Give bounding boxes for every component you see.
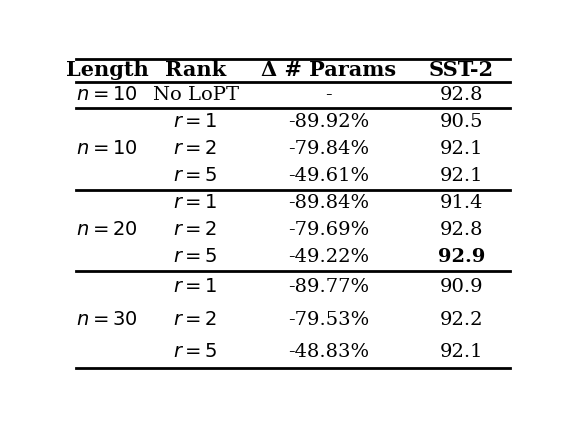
Text: Δ # Params: Δ # Params (261, 60, 396, 80)
Text: $r = 2$: $r = 2$ (173, 311, 218, 329)
Text: $r = 1$: $r = 1$ (173, 194, 218, 212)
Text: -79.84%: -79.84% (288, 140, 369, 158)
Text: $r = 2$: $r = 2$ (173, 140, 218, 158)
Text: $n = 10$: $n = 10$ (76, 86, 138, 104)
Text: -89.92%: -89.92% (288, 113, 370, 131)
Text: $r = 1$: $r = 1$ (173, 113, 218, 131)
Text: -79.69%: -79.69% (288, 221, 370, 239)
Text: -49.22%: -49.22% (288, 249, 369, 266)
Text: -89.84%: -89.84% (288, 194, 369, 212)
Text: $r = 2$: $r = 2$ (173, 221, 218, 239)
Text: 92.1: 92.1 (440, 167, 483, 185)
Text: 92.8: 92.8 (440, 221, 483, 239)
Text: $r = 5$: $r = 5$ (173, 167, 218, 185)
Text: -49.61%: -49.61% (288, 167, 369, 185)
Text: 92.1: 92.1 (440, 140, 483, 158)
Text: -79.53%: -79.53% (288, 311, 370, 329)
Text: 92.1: 92.1 (440, 343, 483, 361)
Text: -48.83%: -48.83% (288, 343, 369, 361)
Text: $n = 30$: $n = 30$ (76, 311, 138, 329)
Text: Rank: Rank (165, 60, 226, 80)
Text: $r = 1$: $r = 1$ (173, 278, 218, 296)
Text: SST-2: SST-2 (429, 60, 494, 80)
Text: $r = 5$: $r = 5$ (173, 343, 218, 361)
Text: 92.2: 92.2 (440, 311, 483, 329)
Text: 92.9: 92.9 (438, 249, 485, 266)
Text: 91.4: 91.4 (440, 194, 483, 212)
Text: 90.9: 90.9 (440, 278, 483, 296)
Text: Length: Length (66, 60, 148, 80)
Text: -: - (325, 86, 332, 104)
Text: $n = 10$: $n = 10$ (76, 140, 138, 158)
Text: 92.8: 92.8 (440, 86, 483, 104)
Text: -89.77%: -89.77% (288, 278, 369, 296)
Text: 90.5: 90.5 (440, 113, 483, 131)
Text: $n = 20$: $n = 20$ (76, 221, 138, 239)
Text: $r = 5$: $r = 5$ (173, 249, 218, 266)
Text: No LoPT: No LoPT (153, 86, 239, 104)
